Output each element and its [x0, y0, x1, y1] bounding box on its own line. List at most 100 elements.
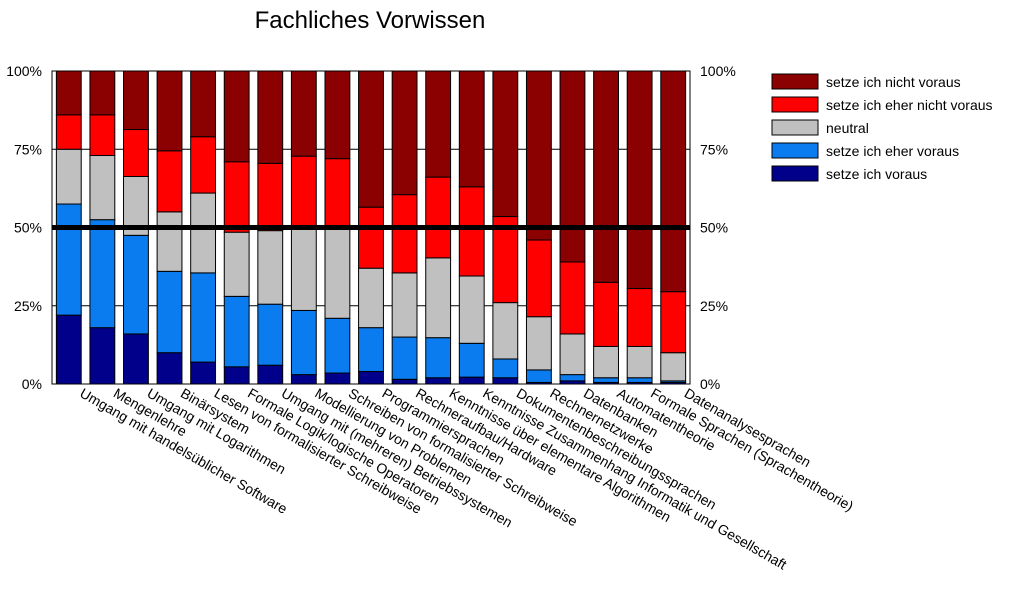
- plot-frame: [51, 70, 691, 385]
- bar-segment-1: [257, 364, 284, 385]
- bar-segment-2: [223, 295, 250, 368]
- bar-segment-5: [458, 70, 485, 188]
- legend-label: setze ich eher voraus: [826, 143, 959, 159]
- bar-segment-2: [55, 203, 82, 316]
- bar-segment-3: [660, 352, 687, 382]
- bar-segment-3: [626, 345, 653, 379]
- bar-segment-4: [425, 176, 452, 259]
- bar-segment-5: [593, 70, 619, 283]
- bar-segment-2: [593, 377, 619, 383]
- bar-segment-3: [190, 192, 217, 274]
- bar-segment-2: [156, 270, 183, 354]
- bar-segment-5: [626, 70, 653, 290]
- bar-segment-1: [492, 377, 519, 385]
- bar-segment-4: [156, 150, 183, 213]
- bar-segment-4: [123, 129, 149, 177]
- bar-segment-4: [257, 162, 284, 232]
- chart-title: Fachliches Vorwissen: [255, 7, 486, 34]
- bar-segment-1: [358, 370, 384, 385]
- bar-segment-1: [156, 352, 183, 385]
- bar-segment-5: [492, 70, 519, 218]
- bar-segment-3: [593, 345, 619, 379]
- bar-segment-3: [391, 272, 418, 338]
- bar-segment-3: [458, 275, 485, 344]
- bar-segment-2: [290, 309, 317, 376]
- legend-label: setze ich eher nicht voraus: [826, 97, 993, 113]
- legend: setze ich nicht voraus setze ich eher nic…: [771, 73, 993, 182]
- legend-swatch: [771, 73, 819, 90]
- bar-segment-2: [626, 377, 653, 383]
- bar-segment-4: [223, 161, 250, 233]
- bar-segment-5: [559, 70, 586, 263]
- legend-swatch: [771, 165, 819, 182]
- bar-segment-1: [425, 377, 452, 385]
- bar-segment-4: [559, 261, 586, 335]
- right-tick-label: 50%: [700, 220, 728, 236]
- x-axis-labels: Umgang mit handelsüblicher SoftwareMenge…: [77, 385, 856, 573]
- bar-segment-5: [525, 70, 552, 241]
- bar-segment-5: [156, 70, 183, 152]
- bar-segment-2: [425, 337, 452, 379]
- bar-segment-3: [559, 333, 586, 376]
- bar-segment-3: [525, 316, 552, 371]
- bar-segment-4: [458, 186, 485, 277]
- bar-segment-5: [391, 70, 418, 196]
- bar-segment-2: [559, 374, 586, 382]
- bar-segment-1: [324, 372, 351, 385]
- bar-segment-4: [89, 114, 116, 157]
- bar-segment-3: [257, 230, 284, 305]
- bar-segment-3: [89, 155, 116, 221]
- bar-segment-5: [324, 70, 351, 160]
- bar-segment-3: [425, 257, 452, 339]
- left-tick-label: 0%: [22, 376, 42, 392]
- bar-segment-5: [123, 70, 149, 131]
- bar-segment-5: [223, 70, 250, 163]
- left-tick-label: 100%: [6, 63, 42, 79]
- bar-segment-5: [257, 70, 284, 164]
- bar-segment-3: [290, 227, 317, 311]
- bar-segment-2: [492, 358, 519, 379]
- legend-swatch: [771, 142, 819, 159]
- legend-label: setze ich voraus: [826, 166, 927, 182]
- bar-segment-1: [290, 374, 317, 385]
- left-tick-label: 75%: [14, 141, 42, 157]
- right-tick-label: 0%: [700, 376, 720, 392]
- bar-segment-4: [290, 155, 317, 228]
- left-y-axis: 0% 25% 50% 75% 100%: [6, 63, 42, 392]
- bar-segment-3: [55, 148, 82, 205]
- bar-segment-5: [425, 70, 452, 178]
- left-tick-label: 50%: [14, 220, 42, 236]
- bar-segment-4: [190, 136, 217, 194]
- bar-segment-4: [391, 194, 418, 274]
- bar-segment-4: [324, 158, 351, 230]
- bar-segment-3: [492, 302, 519, 360]
- bars: [55, 70, 687, 385]
- bar-segment-5: [660, 70, 687, 293]
- bar-segment-4: [358, 206, 384, 269]
- right-y-axis: 0% 25% 50% 75% 100%: [700, 63, 736, 392]
- bar-segment-4: [55, 114, 82, 150]
- bar-segment-2: [190, 272, 217, 363]
- bar-segment-2: [324, 317, 351, 374]
- bar-segment-4: [626, 288, 653, 347]
- bar-segment-3: [324, 228, 351, 319]
- bar-segment-2: [123, 234, 149, 335]
- right-tick-label: 100%: [700, 63, 736, 79]
- bar-segment-2: [458, 342, 485, 378]
- bar-segment-2: [257, 303, 284, 366]
- legend-label: setze ich nicht voraus: [826, 74, 961, 90]
- bar-segment-2: [391, 336, 418, 380]
- right-tick-label: 25%: [700, 298, 728, 314]
- bar-segment-5: [89, 70, 116, 116]
- bar-segment-5: [55, 70, 82, 116]
- bar-segment-5: [358, 70, 384, 208]
- left-tick-label: 25%: [14, 298, 42, 314]
- bar-segment-1: [89, 327, 116, 385]
- legend-swatch: [771, 119, 819, 136]
- bar-segment-5: [290, 70, 317, 157]
- bar-segment-4: [593, 281, 619, 347]
- bar-segment-1: [223, 366, 250, 385]
- bar-segment-3: [223, 231, 250, 297]
